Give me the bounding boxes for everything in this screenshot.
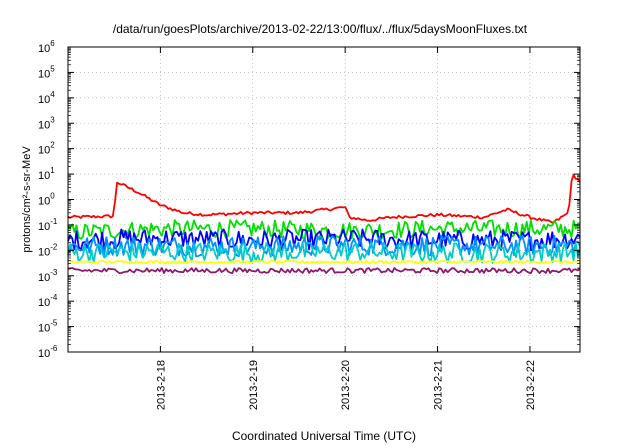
x-tick-label: 2013-2-20 [340, 360, 352, 410]
y-tick-label: 106 [38, 39, 55, 55]
series-line-7 [67, 267, 581, 275]
y-tick-label: 102 [38, 141, 55, 157]
y-tick-label: 101 [38, 166, 55, 182]
series-group [67, 173, 581, 275]
series-line-5 [67, 241, 581, 264]
series-line-1 [67, 173, 581, 224]
chart-title: /data/run/goesPlots/archive/2013-02-22/1… [112, 22, 528, 36]
x-tick-label: 2013-2-22 [525, 360, 537, 410]
y-tick-label: 10-3 [38, 268, 58, 284]
y-tick-label: 10-6 [38, 344, 58, 360]
y-tick-label: 103 [38, 115, 55, 131]
y-tick-label: 105 [38, 64, 55, 80]
y-axis-label: protons/cm²-s-sr-MeV [21, 146, 33, 253]
grid-lines [68, 47, 580, 352]
series-line-2 [67, 219, 581, 240]
y-tick-label: 10-4 [38, 293, 58, 309]
series-line-3 [67, 228, 581, 252]
x-axis-label: Coordinated Universal Time (UTC) [231, 429, 417, 443]
y-tick-label: 104 [38, 90, 55, 106]
y-tick-label: 10-1 [38, 217, 58, 233]
x-tick-label: 2013-2-18 [155, 360, 167, 410]
x-tick-label: 2013-2-19 [248, 360, 260, 410]
x-tick-label: 2013-2-21 [433, 360, 445, 410]
y-tick-label: 10-2 [38, 242, 58, 258]
y-tick-label: 10-5 [38, 319, 58, 335]
series-line-6 [67, 259, 581, 265]
x-axis-ticks: 2013-2-18 2013-2-19 2013-2-20 2013-2-21 2013… [155, 47, 537, 410]
y-axis-ticks: 10-6 10-5 10-4 10-3 10-2 10-1 100 101 102 103 104 1… [38, 39, 580, 360]
y-tick-label: 100 [38, 192, 55, 208]
